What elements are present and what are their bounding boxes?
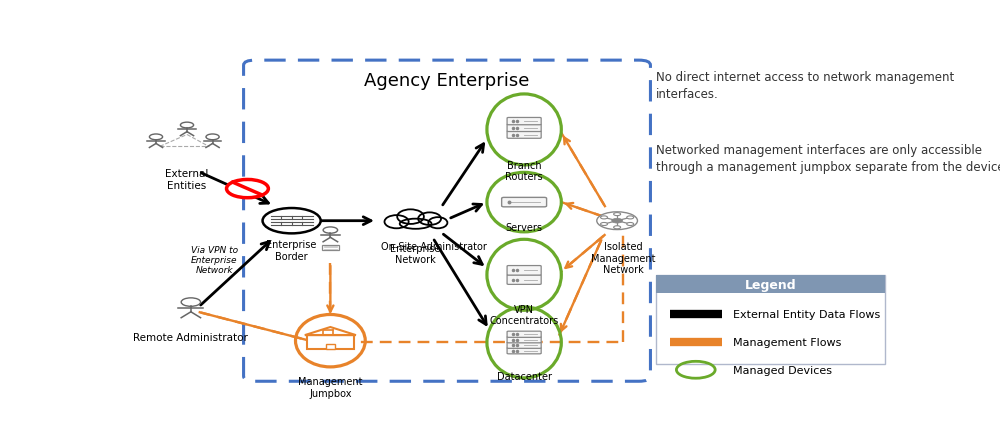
FancyBboxPatch shape [507,125,541,132]
FancyBboxPatch shape [507,343,541,349]
Ellipse shape [384,215,409,229]
Circle shape [614,226,621,229]
Circle shape [597,212,637,230]
Circle shape [601,223,608,226]
Text: External
Entities: External Entities [165,169,209,191]
FancyBboxPatch shape [507,348,541,354]
FancyBboxPatch shape [502,198,547,207]
Text: Servers: Servers [506,223,543,233]
Circle shape [627,216,634,219]
FancyBboxPatch shape [326,344,335,350]
FancyBboxPatch shape [656,275,885,364]
Circle shape [614,213,621,216]
Text: Enterprise
Network: Enterprise Network [390,243,441,265]
Circle shape [149,134,163,141]
Circle shape [227,180,268,198]
FancyBboxPatch shape [322,245,339,251]
FancyBboxPatch shape [656,275,885,294]
Text: Datacenter: Datacenter [497,371,552,381]
Text: Via VPN to
Enterprise
Network: Via VPN to Enterprise Network [191,245,238,275]
Text: External Entity Data Flows: External Entity Data Flows [733,310,881,320]
Text: On-Site Administrator: On-Site Administrator [381,241,487,251]
FancyBboxPatch shape [507,337,541,343]
FancyBboxPatch shape [507,118,541,125]
Circle shape [612,219,623,223]
FancyBboxPatch shape [507,332,541,338]
Ellipse shape [400,219,432,229]
Ellipse shape [418,213,441,226]
Text: Networked management interfaces are only accessible
through a management jumpbox: Networked management interfaces are only… [656,144,1000,173]
Text: Remote Administrator: Remote Administrator [133,332,248,343]
Circle shape [627,223,634,226]
FancyBboxPatch shape [307,336,354,350]
Circle shape [263,208,321,234]
Circle shape [323,227,338,234]
Ellipse shape [428,218,447,229]
Text: Legend: Legend [744,278,796,291]
Circle shape [180,123,194,129]
Text: Management
Jumpbox: Management Jumpbox [298,376,363,398]
FancyBboxPatch shape [507,275,541,285]
Text: VPN
Concentrators: VPN Concentrators [490,304,559,325]
Text: Managed Devices: Managed Devices [733,365,832,375]
Text: No direct internet access to network management
interfaces.: No direct internet access to network man… [656,71,954,101]
Text: Agency Enterprise: Agency Enterprise [364,72,530,90]
Circle shape [601,216,608,219]
FancyBboxPatch shape [507,132,541,139]
FancyBboxPatch shape [507,266,541,276]
Text: Branch
Routers: Branch Routers [505,160,543,182]
Text: Isolated
Management
Network: Isolated Management Network [591,241,656,275]
Text: Enterprise
Border: Enterprise Border [266,240,317,261]
Text: Management Flows: Management Flows [733,337,842,347]
Circle shape [206,134,219,141]
Ellipse shape [397,210,424,224]
Circle shape [181,298,201,307]
